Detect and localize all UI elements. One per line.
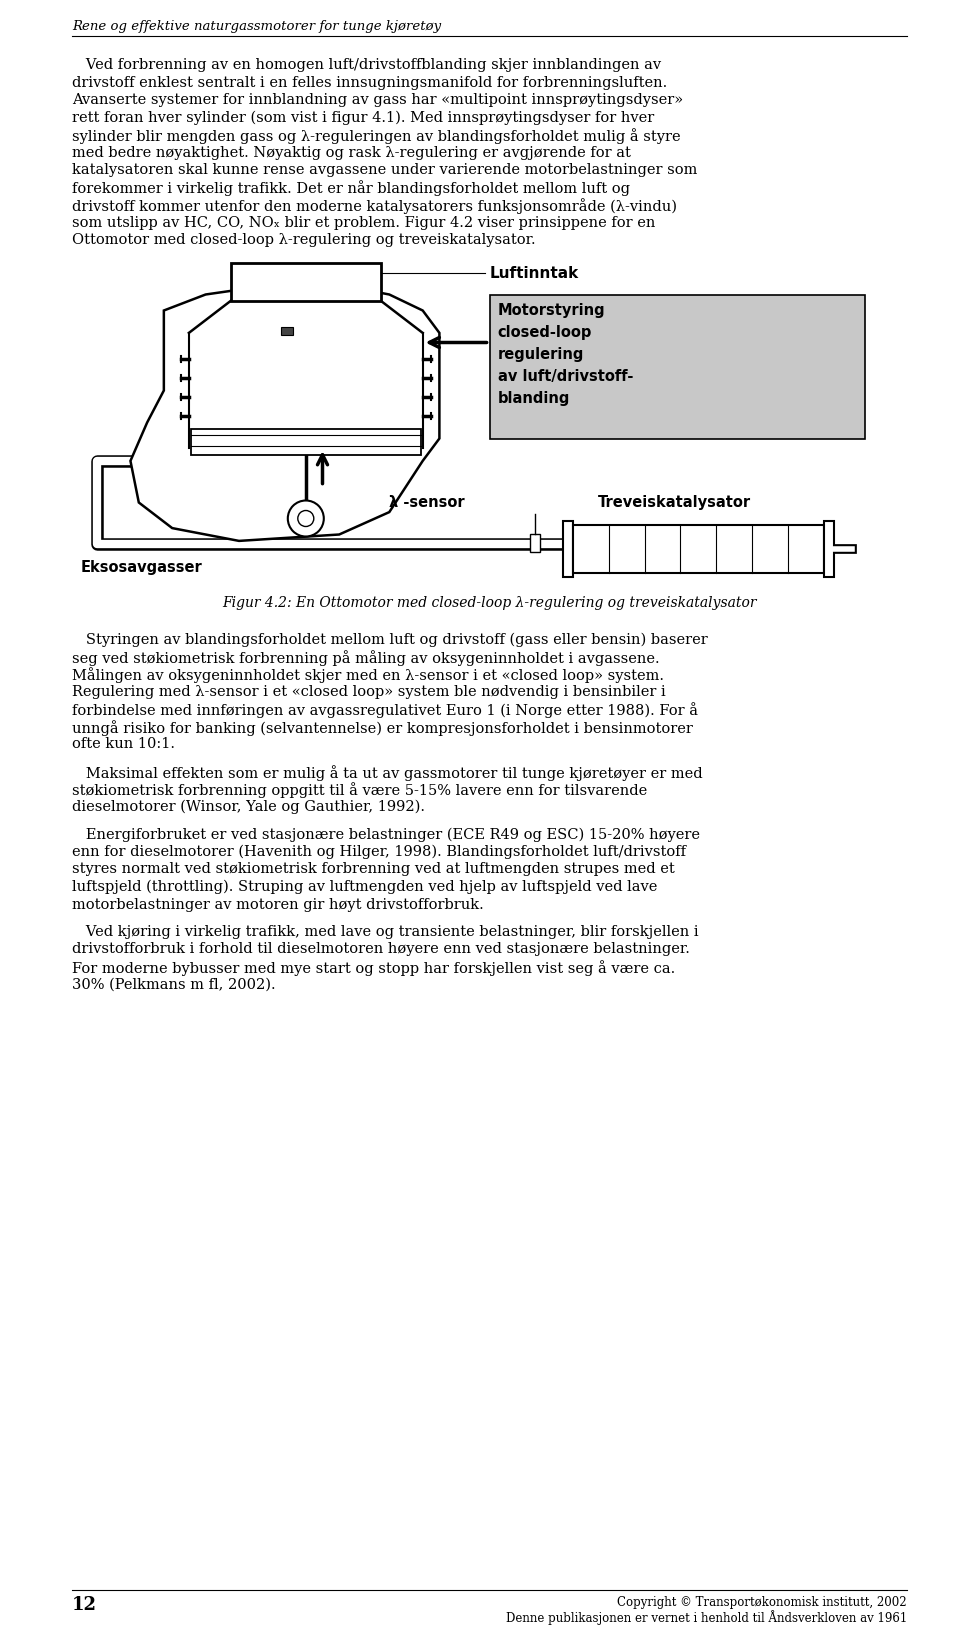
- Text: forbindelse med innføringen av avgassregulativet Euro 1 (i Norge etter 1988). Fo: forbindelse med innføringen av avgassreg…: [72, 703, 698, 719]
- Text: Treveiskatalysator: Treveiskatalysator: [598, 495, 751, 509]
- Bar: [573, 524, 824, 573]
- Text: sylinder blir mengden gass og λ-reguleringen av blandingsforholdet mulig å styre: sylinder blir mengden gass og λ-reguleri…: [72, 128, 681, 144]
- Text: drivstoff kommer utenfor den moderne katalysatorers funksjonsområde (λ-vindu): drivstoff kommer utenfor den moderne kat…: [72, 198, 677, 215]
- Polygon shape: [131, 285, 440, 541]
- Text: Styringen av blandingsforholdet mellom luft og drivstoff (gass eller bensin) bas: Styringen av blandingsforholdet mellom l…: [72, 632, 708, 647]
- Text: Maksimal effekten som er mulig å ta ut av gassmotorer til tunge kjøretøyer er me: Maksimal effekten som er mulig å ta ut a…: [72, 765, 703, 781]
- Bar: [280, 326, 293, 334]
- Bar: [824, 521, 833, 577]
- Text: Ottomotor med closed-loop λ-regulering og treveiskatalysator.: Ottomotor med closed-loop λ-regulering o…: [72, 233, 536, 247]
- Text: rett foran hver sylinder (som vist i figur 4.1). Med innsprøytingsdyser for hver: rett foran hver sylinder (som vist i fig…: [72, 110, 655, 124]
- Text: Energiforbruket er ved stasjonære belastninger (ECE R49 og ESC) 15-20% høyere: Energiforbruket er ved stasjonære belast…: [72, 827, 700, 842]
- Text: λ -sensor: λ -sensor: [390, 495, 465, 509]
- Text: Målingen av oksygeninnholdet skjer med en λ-sensor i et «closed loop» system.: Målingen av oksygeninnholdet skjer med e…: [72, 668, 664, 683]
- Text: forekommer i virkelig trafikk. Det er når blandingsforholdet mellom luft og: forekommer i virkelig trafikk. Det er nå…: [72, 180, 630, 197]
- Text: 12: 12: [72, 1595, 97, 1613]
- Text: med bedre nøyaktighet. Nøyaktig og rask λ-regulering er avgjørende for at: med bedre nøyaktighet. Nøyaktig og rask …: [72, 146, 631, 159]
- Text: 30% (Pelkmans m fl, 2002).: 30% (Pelkmans m fl, 2002).: [72, 978, 276, 991]
- Text: ofte kun 10:1.: ofte kun 10:1.: [72, 737, 175, 752]
- Circle shape: [298, 511, 314, 526]
- Text: drivstoff enklest sentralt i en felles innsugningsmanifold for forbrenningslufte: drivstoff enklest sentralt i en felles i…: [72, 75, 667, 90]
- Bar: [531, 534, 540, 552]
- Text: For moderne bybusser med mye start og stopp har forskjellen vist seg å være ca.: For moderne bybusser med mye start og st…: [72, 960, 675, 976]
- Text: styres normalt ved støkiometrisk forbrenning ved at luftmengden strupes med et: styres normalt ved støkiometrisk forbren…: [72, 863, 675, 876]
- Text: Ved kjøring i virkelig trafikk, med lave og transiente belastninger, blir forskj: Ved kjøring i virkelig trafikk, med lave…: [72, 925, 699, 939]
- Text: Motorstyring
closed-loop
regulering
av luft/drivstoff-
blanding: Motorstyring closed-loop regulering av l…: [497, 303, 633, 406]
- Text: dieselmotorer (Winsor, Yale og Gauthier, 1992).: dieselmotorer (Winsor, Yale og Gauthier,…: [72, 799, 425, 814]
- Text: Regulering med λ-sensor i et «closed loop» system ble nødvendig i bensinbiler i: Regulering med λ-sensor i et «closed loo…: [72, 685, 665, 699]
- Text: Eksosavgasser: Eksosavgasser: [81, 560, 203, 575]
- Text: drivstofforbruk i forhold til dieselmotoren høyere enn ved stasjonære belastning: drivstofforbruk i forhold til dieselmoto…: [72, 942, 690, 957]
- Text: Ved forbrenning av en homogen luft/drivstoffblanding skjer innblandingen av: Ved forbrenning av en homogen luft/drivs…: [72, 57, 661, 72]
- Bar: [230, 262, 381, 301]
- Text: Denne publikasjonen er vernet i henhold til Åndsverkloven av 1961: Denne publikasjonen er vernet i henhold …: [506, 1610, 907, 1625]
- Text: Rene og effektive naturgassmotorer for tunge kjøretøy: Rene og effektive naturgassmotorer for t…: [72, 20, 442, 33]
- Text: Copyright © Transportøkonomisk institutt, 2002: Copyright © Transportøkonomisk institutt…: [617, 1595, 907, 1609]
- Text: Avanserte systemer for innblandning av gass har «multipoint innsprøytingsdyser»: Avanserte systemer for innblandning av g…: [72, 93, 684, 106]
- Bar: [191, 429, 420, 454]
- Text: unngå risiko for banking (selvantennelse) er kompresjonsforholdet i bensinmotore: unngå risiko for banking (selvantennelse…: [72, 721, 693, 735]
- Text: katalysatoren skal kunne rense avgassene under varierende motorbelastninger som: katalysatoren skal kunne rense avgassene…: [72, 164, 697, 177]
- Text: motorbelastninger av motoren gir høyt drivstofforbruk.: motorbelastninger av motoren gir høyt dr…: [72, 898, 484, 911]
- Text: seg ved støkiometrisk forbrenning på måling av oksygeninnholdet i avgassene.: seg ved støkiometrisk forbrenning på mål…: [72, 650, 660, 667]
- Text: luftspjeld (throttling). Struping av luftmengden ved hjelp av luftspjeld ved lav: luftspjeld (throttling). Struping av luf…: [72, 880, 658, 894]
- Text: støkiometrisk forbrenning oppgitt til å være 5-15% lavere enn for tilsvarende: støkiometrisk forbrenning oppgitt til å …: [72, 783, 647, 798]
- Text: Figur 4.2: En Ottomotor med closed-loop λ-regulering og treveiskatalysator: Figur 4.2: En Ottomotor med closed-loop …: [223, 596, 756, 611]
- Text: Luftinntak: Luftinntak: [490, 265, 579, 280]
- Bar: [563, 521, 573, 577]
- Text: enn for dieselmotorer (Havenith og Hilger, 1998). Blandingsforholdet luft/drivst: enn for dieselmotorer (Havenith og Hilge…: [72, 845, 686, 860]
- Bar: [490, 295, 865, 439]
- Circle shape: [288, 501, 324, 537]
- Text: som utslipp av HC, CO, NOₓ blir et problem. Figur 4.2 viser prinsippene for en: som utslipp av HC, CO, NOₓ blir et probl…: [72, 216, 656, 229]
